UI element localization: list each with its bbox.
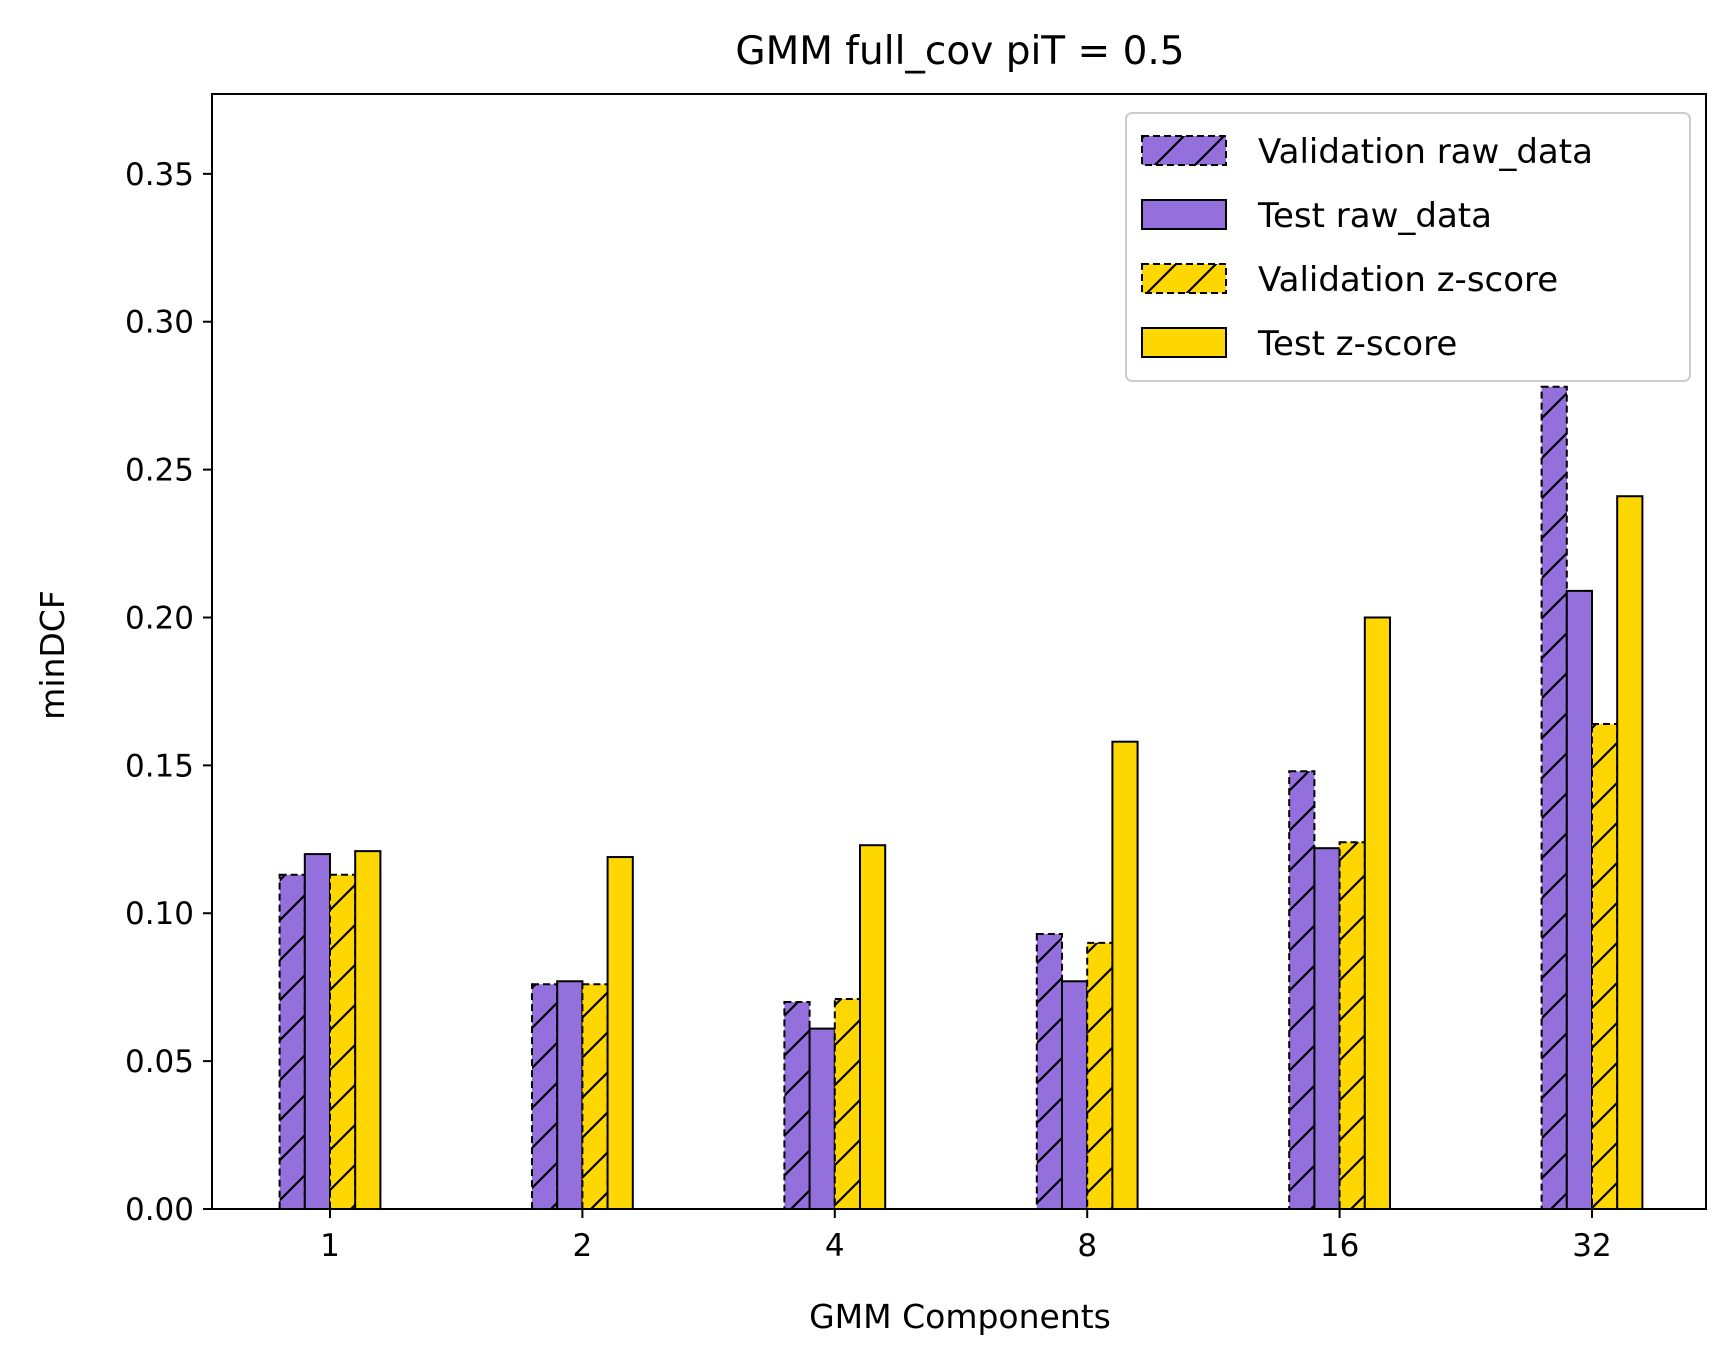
bar: [808, 1027, 836, 1211]
bar: [1591, 722, 1619, 1210]
bar: [1338, 841, 1366, 1210]
y-tick-label: 0.10: [125, 896, 194, 932]
y-tick-label: 0.15: [125, 748, 194, 784]
legend-label: Test raw_data: [1257, 196, 1492, 236]
bar: [531, 983, 559, 1210]
bar: [783, 1000, 811, 1210]
bar: [1111, 740, 1139, 1210]
chart-title: GMM full_cov piT = 0.5: [735, 29, 1184, 74]
bar: [1565, 589, 1594, 1210]
x-tick-label: 4: [825, 1228, 845, 1264]
x-tick-label: 2: [573, 1228, 593, 1264]
axes: 0.00 0.05 0.10 0.15 0.20 0.25 0.30 0.35 1 2 4 8 16 32: [125, 157, 1612, 1264]
x-tick-label: 8: [1077, 1228, 1097, 1264]
bar: [1288, 770, 1316, 1211]
x-axis-label: GMM Components: [809, 1297, 1111, 1336]
bar: [329, 873, 357, 1211]
x-tick-label: 32: [1572, 1228, 1611, 1264]
y-tick-label: 0.30: [125, 305, 194, 341]
bar: [1616, 495, 1644, 1211]
plot-frame: [211, 93, 1707, 1210]
bar: [354, 850, 382, 1210]
bar: [1086, 941, 1114, 1210]
legend-label: Validation raw_data: [1258, 132, 1593, 172]
legend-item: Test z-score: [1141, 324, 1457, 364]
bar: [606, 856, 634, 1211]
y-tick-label: 0.20: [125, 600, 194, 636]
bar: [556, 980, 584, 1210]
plot-border: [211, 93, 1707, 1210]
bar: [859, 844, 887, 1210]
bar: [833, 998, 861, 1210]
bar: [581, 983, 609, 1210]
x-tick-label: 1: [320, 1228, 340, 1264]
legend: Validation raw_data Test raw_data Validati…: [1125, 112, 1691, 382]
bar: [1540, 385, 1568, 1210]
bar: [278, 873, 306, 1211]
legend-item: Validation raw_data: [1141, 132, 1593, 172]
y-tick-label: 0.25: [125, 453, 194, 489]
y-tick-label: 0.05: [125, 1044, 194, 1080]
legend-label: Test z-score: [1257, 324, 1457, 364]
bar: [1061, 980, 1089, 1210]
legend-item: Test raw_data: [1141, 196, 1492, 236]
bar: [1035, 932, 1064, 1210]
legend-item: Validation z-score: [1141, 260, 1558, 300]
legend-box: [1125, 112, 1691, 382]
x-tick-label: 16: [1320, 1228, 1359, 1264]
bar: [1313, 847, 1341, 1211]
y-tick-label: 0.00: [125, 1192, 194, 1228]
bar: [1363, 616, 1392, 1210]
legend-label: Validation z-score: [1258, 260, 1558, 300]
bars: [278, 385, 1644, 1211]
y-axis-label: minDCF: [33, 590, 72, 720]
y-tick-label: 0.35: [125, 157, 194, 193]
bar: [303, 853, 331, 1210]
